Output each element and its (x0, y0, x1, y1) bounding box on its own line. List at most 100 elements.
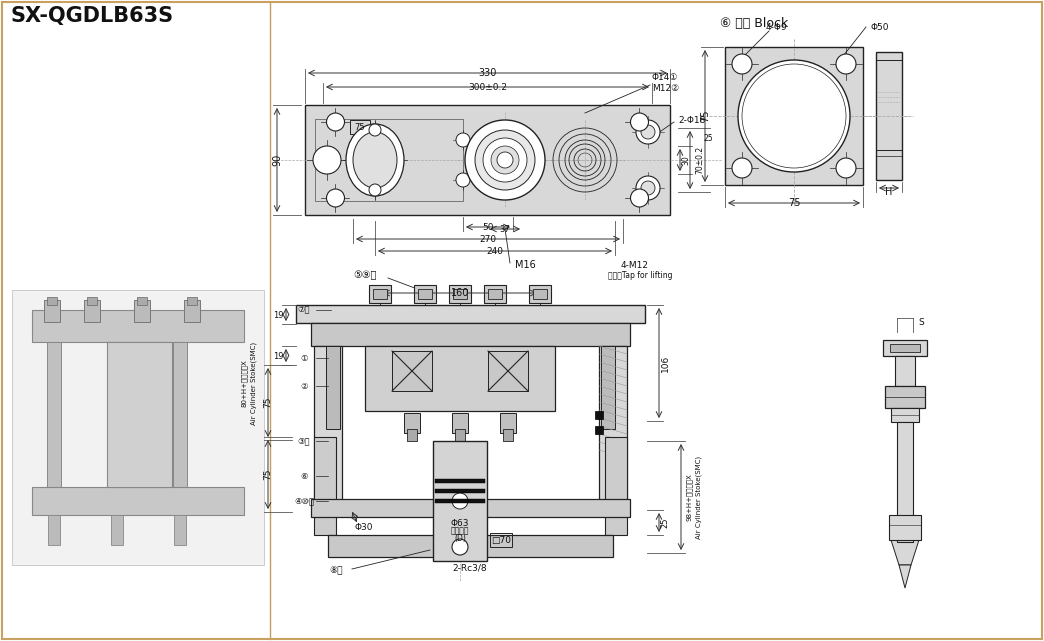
Text: 气缸直径: 气缸直径 (451, 526, 469, 535)
Bar (48, 515, 60, 545)
Text: 4-Φ9: 4-Φ9 (765, 22, 787, 31)
Bar (876, 52, 902, 180)
Bar (725, 47, 863, 185)
Text: ④⑩⑭: ④⑩⑭ (294, 497, 314, 506)
Bar (328, 535, 613, 557)
Bar (365, 346, 555, 411)
Bar (137, 297, 147, 305)
Text: 75: 75 (263, 468, 272, 479)
Bar (315, 119, 462, 201)
Circle shape (452, 539, 468, 555)
Text: ②: ② (301, 381, 308, 390)
Bar (414, 285, 436, 303)
Circle shape (327, 189, 345, 207)
Circle shape (631, 189, 648, 207)
Text: 37: 37 (500, 224, 511, 233)
Bar (891, 408, 919, 422)
Circle shape (631, 113, 648, 131)
Text: ⑥ 垫板 Block: ⑥ 垫板 Block (720, 17, 788, 29)
Bar (595, 411, 603, 419)
Circle shape (742, 64, 846, 168)
Bar (885, 386, 925, 408)
Bar (184, 300, 200, 322)
Text: H: H (885, 187, 893, 197)
Bar (601, 346, 615, 429)
Circle shape (475, 130, 535, 190)
Bar (435, 499, 485, 503)
Circle shape (483, 138, 527, 182)
Circle shape (456, 133, 470, 147)
Text: 19: 19 (272, 351, 283, 360)
Text: 吊耳用Tap for lifting: 吊耳用Tap for lifting (608, 271, 672, 279)
Text: ⑥: ⑥ (301, 472, 308, 481)
Circle shape (636, 120, 660, 144)
Bar (296, 305, 645, 323)
Bar (606, 437, 627, 535)
Bar (490, 533, 512, 547)
Circle shape (636, 176, 660, 200)
Circle shape (836, 54, 856, 74)
Bar (11, 290, 264, 565)
Bar (174, 515, 186, 545)
Text: 4-M12: 4-M12 (621, 260, 649, 269)
Circle shape (313, 146, 341, 174)
Text: 160: 160 (451, 288, 469, 298)
Bar (435, 489, 485, 493)
Text: 90: 90 (272, 154, 282, 166)
Bar (84, 300, 100, 322)
Text: M12②: M12② (652, 83, 680, 92)
Text: 25: 25 (704, 133, 713, 142)
Bar (311, 323, 630, 346)
Text: ⑤⑨⑬: ⑤⑨⑬ (353, 270, 377, 280)
Text: S: S (918, 317, 924, 326)
Bar (111, 515, 123, 545)
Bar (110, 342, 124, 487)
Bar (435, 479, 485, 483)
Text: □70: □70 (491, 535, 511, 544)
Bar (32, 487, 244, 515)
Bar (326, 346, 340, 429)
Bar (350, 120, 370, 134)
Text: 25: 25 (661, 518, 669, 528)
Circle shape (369, 184, 381, 196)
Circle shape (497, 152, 513, 168)
Circle shape (327, 113, 345, 131)
Text: SX-QGDLB63S: SX-QGDLB63S (10, 6, 173, 26)
Text: 270: 270 (479, 235, 497, 244)
Text: Φ63: Φ63 (451, 519, 469, 528)
Bar (418, 289, 432, 299)
Text: 75: 75 (263, 396, 272, 408)
Bar (373, 289, 387, 299)
Text: ①: ① (301, 353, 308, 363)
Text: 75: 75 (699, 110, 710, 122)
Bar (488, 289, 502, 299)
Circle shape (452, 493, 468, 509)
Text: 240: 240 (487, 247, 503, 256)
Bar (44, 300, 60, 322)
Bar (452, 413, 468, 433)
Circle shape (732, 158, 752, 178)
Circle shape (641, 181, 655, 195)
Circle shape (641, 125, 655, 139)
Text: Φ30: Φ30 (355, 522, 374, 531)
Bar (134, 300, 150, 322)
Bar (595, 426, 603, 434)
Text: 300±0.2: 300±0.2 (468, 83, 507, 92)
Circle shape (456, 173, 470, 187)
Bar (883, 340, 927, 356)
Bar (404, 413, 420, 433)
Circle shape (491, 146, 519, 174)
Bar (889, 344, 920, 352)
Bar (47, 342, 61, 487)
Bar (529, 285, 551, 303)
Bar (533, 289, 547, 299)
Bar (311, 499, 630, 517)
Text: 2-Φ18: 2-Φ18 (678, 115, 706, 124)
Text: Φ50: Φ50 (871, 22, 889, 31)
Bar (173, 342, 187, 487)
Bar (455, 429, 465, 441)
Bar (87, 297, 97, 305)
Bar (407, 429, 417, 441)
Text: 80+H+气缸行程X: 80+H+气缸行程X (241, 360, 247, 408)
Bar (305, 105, 670, 215)
